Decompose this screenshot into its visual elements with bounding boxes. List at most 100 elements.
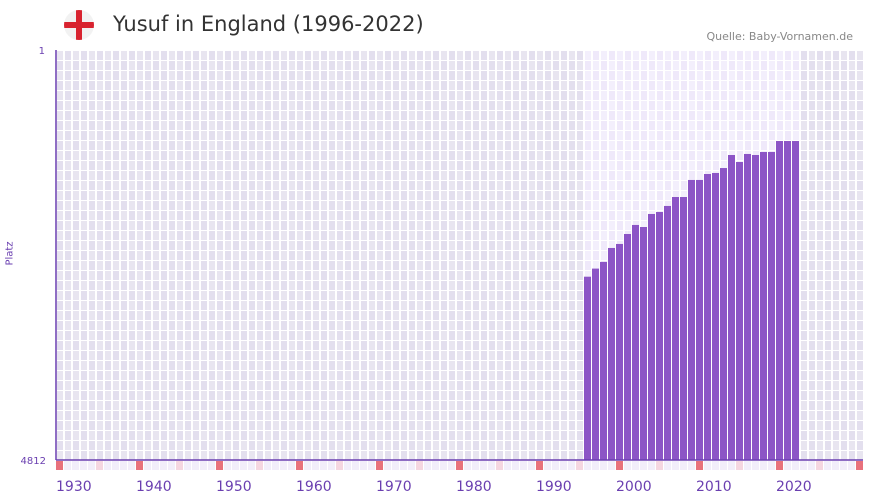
grid-cell (857, 291, 863, 300)
grid-cell (209, 351, 215, 360)
grid-cell (721, 71, 727, 80)
grid-cell (169, 111, 175, 120)
grid-cell (417, 81, 423, 90)
grid-cell (89, 211, 95, 220)
grid-cell (321, 441, 327, 450)
grid-cell (841, 361, 847, 370)
x-tick-label: 2020 (776, 479, 812, 495)
grid-cell (281, 301, 287, 310)
grid-cell (265, 371, 271, 380)
grid-cell (809, 71, 815, 80)
grid-cell (289, 431, 295, 440)
grid-cell (481, 221, 487, 230)
grid-cell (273, 171, 279, 180)
grid-cell (281, 241, 287, 250)
grid-cell (209, 91, 215, 100)
grid-cell (169, 391, 175, 400)
grid-cell (145, 51, 151, 60)
grid-cell (201, 341, 207, 350)
grid-cell (497, 161, 503, 170)
grid-cell (377, 231, 383, 240)
grid-cell (513, 441, 519, 450)
grid-cell (257, 451, 263, 460)
grid-cell (369, 331, 375, 340)
grid-cell (257, 341, 263, 350)
grid-cell (585, 211, 591, 220)
grid-cell (249, 61, 255, 70)
year-marker (832, 461, 839, 470)
grid-cell (209, 321, 215, 330)
grid-cell (249, 111, 255, 120)
grid-cell (505, 121, 511, 130)
grid-cell (753, 101, 759, 110)
grid-cell (57, 411, 63, 420)
grid-cell (857, 371, 863, 380)
grid-cell (177, 211, 183, 220)
grid-cell (265, 111, 271, 120)
grid-cell (65, 101, 71, 110)
grid-cell (233, 81, 239, 90)
grid-cell (801, 111, 807, 120)
grid-cell (217, 291, 223, 300)
grid-cell (505, 111, 511, 120)
grid-cell (337, 291, 343, 300)
grid-cell (73, 61, 79, 70)
grid-cell (185, 321, 191, 330)
grid-cell (817, 161, 823, 170)
grid-cell (417, 311, 423, 320)
grid-cell (401, 361, 407, 370)
grid-cell (473, 421, 479, 430)
grid-cell (233, 311, 239, 320)
grid-cell (521, 241, 527, 250)
grid-cell (145, 281, 151, 290)
grid-cell (353, 261, 359, 270)
source-link[interactable]: Quelle: Baby-Vornamen.de (706, 30, 853, 43)
grid-cell (337, 391, 343, 400)
grid-cell (337, 51, 343, 60)
grid-cell (169, 311, 175, 320)
grid-cell (689, 101, 695, 110)
grid-cell (153, 51, 159, 60)
grid-cell (705, 161, 711, 170)
grid-cell (217, 251, 223, 260)
grid-cell (769, 111, 775, 120)
grid-cell (577, 71, 583, 80)
grid-cell (249, 441, 255, 450)
grid-cell (625, 181, 631, 190)
grid-cell (97, 221, 103, 230)
grid-cell (609, 151, 615, 160)
grid-cell (249, 91, 255, 100)
grid-cell (465, 281, 471, 290)
grid-cell (377, 91, 383, 100)
grid-cell (329, 231, 335, 240)
grid-cell (417, 421, 423, 430)
grid-cell (225, 431, 231, 440)
grid-cell (265, 231, 271, 240)
grid-cell (769, 61, 775, 70)
grid-cell (825, 61, 831, 70)
grid-cell (217, 301, 223, 310)
grid-cell (545, 321, 551, 330)
year-marker (704, 461, 711, 470)
grid-cell (617, 181, 623, 190)
grid-cell (193, 321, 199, 330)
grid-cell (441, 351, 447, 360)
grid-cell (321, 101, 327, 110)
grid-cell (129, 321, 135, 330)
grid-cell (417, 101, 423, 110)
grid-cell (713, 111, 719, 120)
grid-cell (553, 341, 559, 350)
grid-cell (65, 151, 71, 160)
x-tick-label: 1970 (376, 479, 412, 495)
grid-cell (281, 271, 287, 280)
grid-cell (449, 301, 455, 310)
grid-cell (193, 281, 199, 290)
grid-cell (129, 341, 135, 350)
grid-cell (313, 181, 319, 190)
grid-cell (297, 281, 303, 290)
grid-cell (321, 301, 327, 310)
grid-cell (193, 91, 199, 100)
grid-cell (73, 281, 79, 290)
grid-cell (193, 331, 199, 340)
grid-cell (553, 381, 559, 390)
